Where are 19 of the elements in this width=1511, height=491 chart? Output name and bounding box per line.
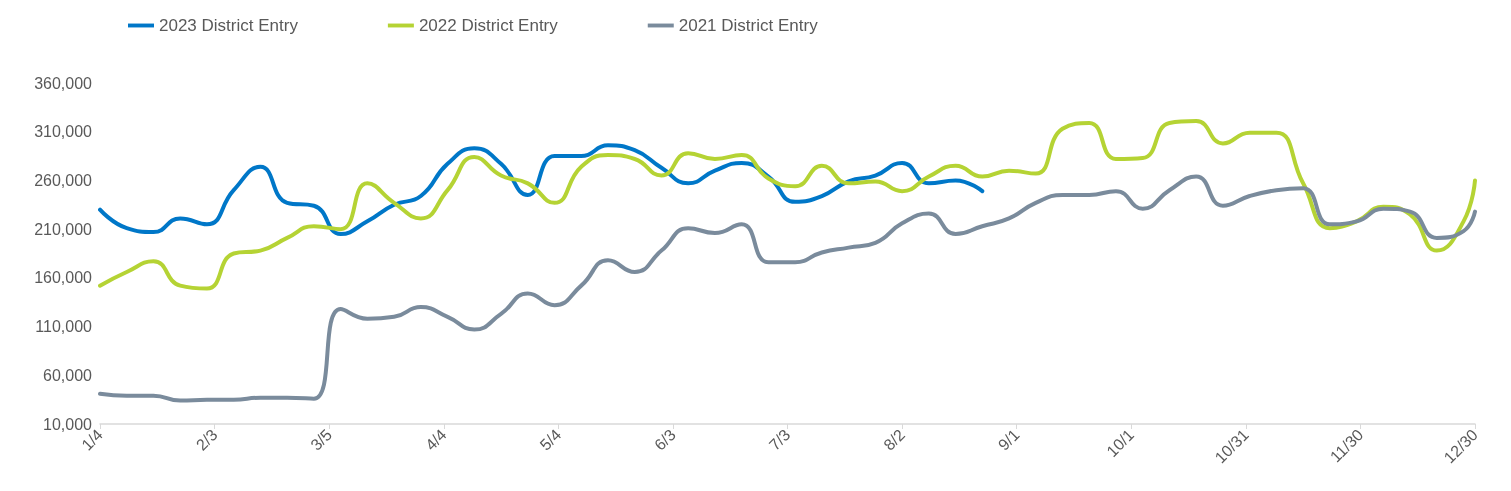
- legend-label: 2021 District Entry: [678, 16, 819, 35]
- x-tick-label: 5/4: [536, 425, 565, 454]
- y-tick-label: 110,000: [35, 318, 93, 336]
- y-tick-label: 60,000: [43, 366, 93, 384]
- y-tick-label: 360,000: [34, 74, 93, 92]
- y-tick-label: 210,000: [34, 220, 93, 238]
- y-tick-label: 310,000: [34, 123, 93, 141]
- x-tick-label: 4/4: [422, 425, 450, 454]
- x-tick-label: 9/1: [994, 425, 1023, 454]
- x-tick-label: 3/5: [307, 425, 336, 454]
- x-tick-label: 8/2: [880, 425, 909, 454]
- x-tick-label: 6/3: [651, 425, 679, 454]
- legend-label: 2022 District Entry: [418, 16, 559, 35]
- legend-label: 2023 District Entry: [159, 16, 299, 35]
- y-tick-label: 260,000: [34, 171, 93, 189]
- x-tick-label: 10/1: [1103, 425, 1138, 461]
- y-tick-label: 160,000: [34, 269, 93, 287]
- x-tick-label: 2/3: [192, 425, 221, 454]
- x-tick-label: 7/3: [765, 425, 794, 454]
